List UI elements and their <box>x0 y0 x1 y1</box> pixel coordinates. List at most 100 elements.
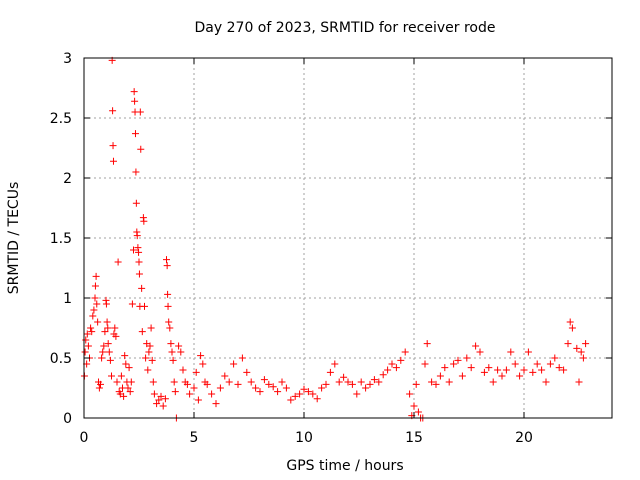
data-point <box>247 378 255 386</box>
data-point <box>147 324 155 332</box>
data-point <box>401 348 409 356</box>
data-point <box>171 388 179 396</box>
data-point <box>304 388 312 396</box>
data-point <box>186 390 194 398</box>
data-point <box>357 378 365 386</box>
data-point <box>95 384 103 392</box>
data-point <box>199 360 207 368</box>
data-point <box>568 324 576 332</box>
data-point <box>144 366 152 374</box>
data-point <box>546 360 554 368</box>
data-point <box>502 366 510 374</box>
data-point <box>555 364 563 372</box>
data-point <box>225 378 233 386</box>
y-tick-label: 1.5 <box>50 231 72 247</box>
data-point <box>132 199 140 207</box>
data-point <box>153 400 161 408</box>
data-point <box>83 330 91 338</box>
data-point <box>274 388 282 396</box>
data-point <box>93 300 101 308</box>
data-point <box>94 318 102 326</box>
data-point <box>326 368 334 376</box>
data-point <box>163 262 171 270</box>
data-point <box>98 354 106 362</box>
data-point <box>92 272 100 280</box>
data-point <box>252 384 260 392</box>
y-tick-label: 3 <box>63 51 72 67</box>
data-point <box>507 348 515 356</box>
data-point <box>91 282 99 290</box>
data-point <box>108 372 115 380</box>
data-point <box>344 378 352 386</box>
data-point <box>166 324 174 332</box>
data-point <box>136 108 144 116</box>
data-point <box>463 354 471 362</box>
data-point <box>124 384 132 392</box>
data-point <box>256 388 264 396</box>
data-point <box>441 364 449 372</box>
data-point <box>161 395 169 403</box>
data-point <box>392 364 400 372</box>
data-point <box>260 376 268 384</box>
data-point <box>148 356 156 364</box>
data-point <box>234 380 242 388</box>
data-point <box>269 383 277 391</box>
data-point <box>498 372 506 380</box>
x-tick-label: 20 <box>515 430 533 446</box>
data-point <box>533 360 541 368</box>
data-point <box>167 340 175 348</box>
data-point <box>313 395 321 403</box>
data-point <box>155 396 163 404</box>
chart-title: Day 270 of 2023, SRMTID for receiver rod… <box>195 20 496 36</box>
data-point <box>138 328 146 336</box>
data-point <box>179 366 187 374</box>
data-point <box>84 342 92 350</box>
data-point <box>520 366 528 374</box>
data-point <box>575 378 583 386</box>
data-point <box>322 380 330 388</box>
data-point <box>296 390 304 398</box>
data-point <box>135 270 143 278</box>
data-point <box>511 360 519 368</box>
data-points <box>80 56 590 422</box>
y-tick-label: 0.5 <box>50 351 72 367</box>
data-point <box>183 380 191 388</box>
data-point <box>370 376 378 384</box>
data-point <box>582 340 590 348</box>
data-point <box>133 232 141 240</box>
data-point <box>331 360 339 368</box>
data-point <box>472 342 480 350</box>
data-point <box>230 360 238 368</box>
data-point <box>560 366 568 374</box>
data-point <box>203 380 211 388</box>
data-point <box>551 354 559 362</box>
data-point <box>109 157 117 165</box>
data-point <box>480 368 488 376</box>
data-point <box>494 366 502 374</box>
data-point <box>159 402 167 410</box>
data-point <box>379 371 387 379</box>
data-point <box>111 324 119 332</box>
data-point <box>138 284 146 292</box>
data-point <box>135 258 143 266</box>
data-point <box>375 378 383 386</box>
data-point <box>117 372 125 380</box>
data-point <box>421 360 429 368</box>
data-point <box>412 380 420 388</box>
data-point <box>105 348 113 356</box>
data-point <box>309 390 317 398</box>
data-point <box>135 248 143 256</box>
data-point <box>99 348 107 356</box>
data-point <box>348 380 356 388</box>
data-point <box>134 244 142 252</box>
data-point <box>132 168 140 176</box>
data-point <box>168 348 176 356</box>
data-point <box>131 97 139 105</box>
data-point <box>97 380 104 388</box>
data-point <box>476 348 484 356</box>
data-point <box>120 392 128 400</box>
data-point <box>542 378 550 386</box>
data-point <box>265 380 273 388</box>
